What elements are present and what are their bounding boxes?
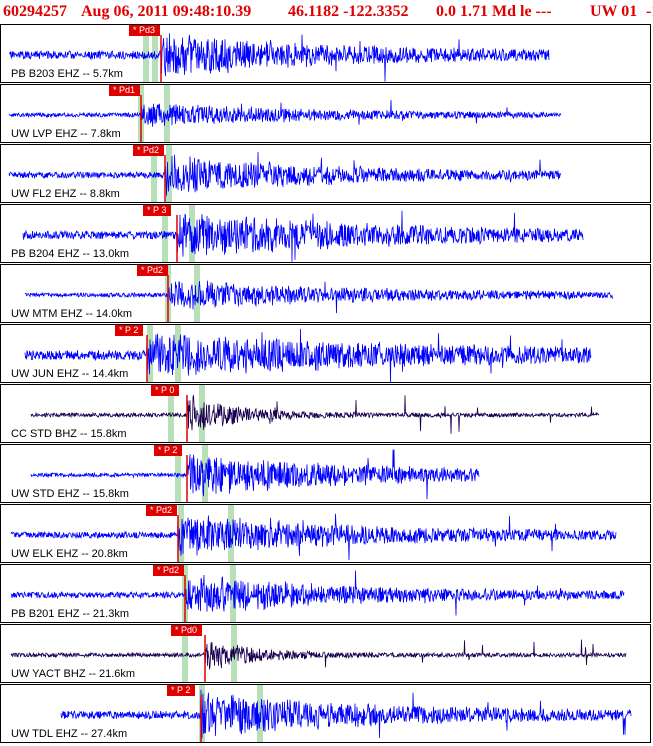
pick-flag[interactable]: * Pd2 (137, 265, 169, 276)
channel-label: UW FL2 EHZ -- 8.8km (11, 188, 120, 200)
waveform-trace (24, 280, 614, 314)
trace-panel[interactable]: * P 2 UW STD EHZ -- 15.8km (0, 444, 651, 503)
pick-flag[interactable]: * Pd1 (109, 85, 141, 96)
channel-label: CC STD BHZ -- 15.8km (11, 428, 127, 440)
pick-flag[interactable]: * Pd0 (171, 625, 203, 636)
waveform-plot (8, 25, 550, 82)
pick-flag[interactable]: * Pd2 (153, 565, 185, 576)
pick-flag[interactable]: * Pd2 (146, 505, 178, 516)
waveform-plot (24, 265, 614, 322)
trace-panel[interactable]: * Pd1 UW LVP EHZ -- 7.8km (0, 84, 651, 143)
pick-flag[interactable]: * P 2 (115, 325, 144, 336)
waveform-plot (10, 505, 617, 562)
channel-label: PB B204 EHZ -- 13.0km (11, 248, 129, 260)
phase-window (151, 145, 157, 202)
channel-label: UW ELK EHZ -- 20.8km (11, 548, 128, 560)
trace-panel[interactable]: * P 2 UW TDL EHZ -- 27.4km (0, 684, 651, 743)
pick-flag[interactable]: * P 2 (154, 445, 183, 456)
waveform-plot (30, 385, 600, 442)
header-trail: -1 (646, 3, 653, 20)
phase-window (202, 445, 208, 502)
event-header: 60294257 Aug 06, 2011 09:48:10.39 46.118… (0, 0, 653, 24)
waveform-trace (10, 513, 617, 561)
trace-panel[interactable]: * Pd2 UW MTM EHZ -- 14.0km (0, 264, 651, 323)
channel-label: PB B201 EHZ -- 21.3km (11, 608, 129, 620)
phase-window (178, 505, 184, 562)
trace-panel[interactable]: * P 2 UW JUN EHZ -- 14.4km (0, 324, 651, 383)
phase-window (143, 25, 149, 82)
seismogram-panels: * Pd3 PB B203 EHZ -- 5.7km * Pd1 UW LVP EHZ… (0, 24, 653, 746)
pick-flag[interactable]: * P 0 (151, 385, 180, 396)
waveform-trace (8, 33, 550, 82)
trace-panel[interactable]: * Pd2 UW FL2 EHZ -- 8.8km (0, 144, 651, 203)
pick-flag[interactable]: * P 3 (143, 205, 172, 216)
channel-label: UW TDL EHZ -- 27.4km (11, 728, 128, 740)
waveform-trace (8, 99, 562, 127)
waveform-plot (60, 685, 632, 742)
event-network: UW 01 (590, 3, 638, 20)
waveform-trace (60, 689, 632, 739)
trace-panel[interactable]: * P 3 PB B204 EHZ -- 13.0km (0, 204, 651, 263)
phase-window (168, 385, 174, 442)
phase-window (194, 265, 200, 322)
event-datetime: Aug 06, 2011 09:48:10.39 (81, 3, 252, 20)
waveform-trace (22, 210, 584, 262)
pick-flag[interactable]: * P 2 (167, 685, 196, 696)
waveform-plot (22, 205, 584, 262)
trace-panel[interactable]: * Pd3 PB B203 EHZ -- 5.7km (0, 24, 651, 83)
phase-window (175, 445, 181, 502)
waveform-trace (8, 151, 562, 196)
waveform-plot (8, 145, 562, 202)
channel-label: UW MTM EHZ -- 14.0km (11, 308, 132, 320)
phase-window (199, 385, 205, 442)
event-location: 46.1182 -122.3352 (288, 3, 409, 20)
phase-window (199, 685, 205, 742)
trace-panel[interactable]: * Pd0 UW YACT BHZ -- 21.6km (0, 624, 651, 683)
waveform-trace (10, 639, 627, 670)
event-magnitude: 0.0 1.71 Md le --- (436, 3, 552, 20)
channel-label: UW JUN EHZ -- 14.4km (11, 368, 129, 380)
channel-label: UW YACT BHZ -- 21.6km (11, 668, 136, 680)
waveform-plot (24, 325, 592, 382)
waveform-trace (10, 570, 625, 616)
trace-panel[interactable]: * Pd2 PB B201 EHZ -- 21.3km (0, 564, 651, 623)
channel-label: PB B203 EHZ -- 5.7km (11, 68, 123, 80)
waveform-plot (10, 625, 627, 682)
trace-panel[interactable]: * P 0 CC STD BHZ -- 15.8km (0, 384, 651, 443)
event-id: 60294257 (3, 3, 67, 20)
waveform-trace (24, 328, 592, 382)
channel-label: UW STD EHZ -- 15.8km (11, 488, 129, 500)
trace-panel[interactable]: * Pd2 UW ELK EHZ -- 20.8km (0, 504, 651, 563)
phase-window (182, 625, 188, 682)
waveform-plot (10, 565, 625, 622)
waveform-plot (30, 445, 480, 502)
phase-window (166, 145, 172, 202)
pick-flag[interactable]: * Pd3 (129, 25, 161, 36)
channel-label: UW LVP EHZ -- 7.8km (11, 128, 121, 140)
waveform-trace (30, 449, 480, 500)
waveform-trace (30, 395, 600, 434)
pick-flag[interactable]: * Pd2 (133, 145, 165, 156)
waveform-plot (8, 85, 562, 142)
